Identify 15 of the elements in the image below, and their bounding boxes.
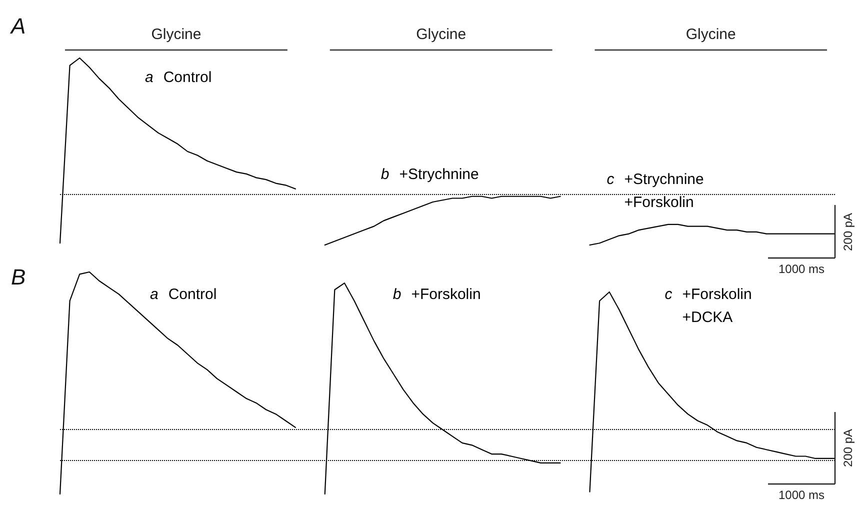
- text: c +Forskolin +DCKA: [664, 285, 753, 328]
- annotation: 1000 ms: [778, 488, 825, 502]
- series-label: b +Strychnine: [380, 165, 480, 186]
- text: Glycine: [416, 26, 466, 43]
- text: Glycine: [151, 26, 202, 43]
- series-label: c +Strychnine +Forskolin: [606, 170, 705, 214]
- series-label: a Control: [150, 285, 218, 305]
- text: Glycine: [686, 26, 736, 43]
- chart-title: A: [9, 14, 26, 38]
- text: 200 pA: [841, 428, 855, 468]
- text: b +Forskolin: [392, 285, 482, 305]
- chart-title: B: [11, 264, 26, 290]
- series-label: a Control: [145, 68, 213, 88]
- annotation: 1000 ms: [778, 262, 825, 276]
- text: 200 pA: [841, 212, 855, 251]
